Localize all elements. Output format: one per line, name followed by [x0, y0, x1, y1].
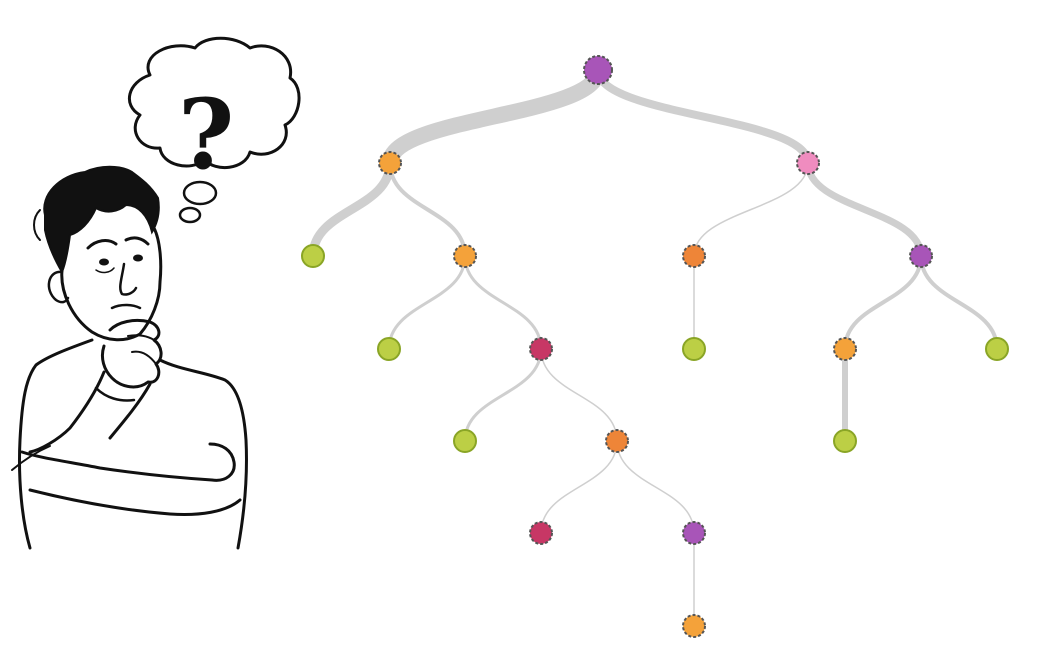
tree-edge-b2-b2r — [919, 254, 999, 351]
tree-node-b2l — [833, 337, 857, 361]
tree-edge-a2rr-a2rrr — [616, 440, 695, 534]
tree-edge-a-a2 — [388, 161, 467, 258]
tree-node-b2 — [909, 244, 933, 268]
body — [17, 338, 94, 550]
tree-node-a2l — [377, 337, 401, 361]
tree-node-b2lc — [833, 429, 857, 453]
tree-edge-b-b2 — [804, 159, 925, 260]
tree-node-a2rr — [605, 429, 629, 453]
tree-edge-a-a1 — [308, 158, 395, 261]
tree-edge-a2-a2r — [463, 254, 543, 351]
tree-node-a1 — [301, 244, 325, 268]
tree-node-b1 — [682, 244, 706, 268]
tree-node-root — [583, 55, 613, 85]
tree-edge-b2-b2l — [843, 254, 923, 351]
tree-node-a2rl — [453, 429, 477, 453]
right-eye — [133, 254, 143, 262]
tree-edge-root-b — [594, 66, 812, 167]
tree-node-a2rrl — [529, 521, 553, 545]
tree-node-b1c — [682, 337, 706, 361]
tree-node-a2rrr — [682, 521, 706, 545]
tree-edge-a2r-a2rr — [540, 348, 618, 442]
tree-edge-a2r-a2rl — [463, 347, 543, 443]
left-eye — [99, 258, 109, 266]
tree-edge-root-a — [382, 62, 606, 171]
question-mark: ? — [178, 78, 234, 191]
tree-node-a2r — [529, 337, 553, 361]
tree-edge-b-b1 — [693, 162, 809, 257]
tree-node-a2rrrc — [682, 614, 706, 638]
tree-node-b — [796, 151, 820, 175]
face-outline — [60, 226, 163, 342]
decision-tree — [301, 55, 1009, 638]
tree-node-a2 — [453, 244, 477, 268]
tree-node-b2r — [985, 337, 1009, 361]
thinking-person-illustration: ? — [11, 36, 301, 550]
hand — [100, 318, 163, 389]
tree-node-a — [378, 151, 402, 175]
tree-nodes — [301, 55, 1009, 638]
tree-edge-a2-a2l — [387, 254, 467, 351]
hair — [43, 165, 160, 275]
thought-bubble: ? — [128, 36, 301, 224]
tree-edge-a2rr-a2rrl — [540, 440, 618, 534]
tree-edges — [308, 62, 999, 627]
